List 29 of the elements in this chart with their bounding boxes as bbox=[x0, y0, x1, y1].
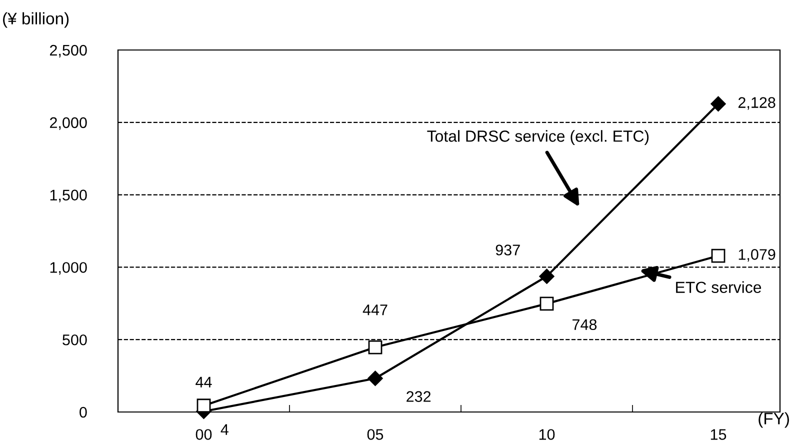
y-tick-label: 500 bbox=[62, 334, 87, 346]
point bbox=[540, 296, 554, 311]
data-label: 232 bbox=[406, 391, 431, 402]
y-tick-label: 1,500 bbox=[50, 190, 87, 202]
y-tick-label: 0 bbox=[80, 406, 87, 418]
point bbox=[711, 248, 726, 263]
data-label: 4 bbox=[220, 424, 228, 435]
data-label: 44 bbox=[196, 376, 212, 388]
x-tick-label: 05 bbox=[367, 429, 384, 440]
point bbox=[368, 340, 382, 354]
data-label: 2,128 bbox=[738, 97, 776, 110]
point bbox=[196, 398, 211, 413]
y-tick-label: 1,000 bbox=[50, 262, 87, 275]
y-tick-label: 2,500 bbox=[50, 44, 87, 58]
series-label: ETC service bbox=[676, 281, 762, 294]
x-tick-label: 15 bbox=[710, 429, 726, 440]
x-tick-label: 10 bbox=[539, 429, 555, 440]
series-label: Total DRSC service (excl. ETC) bbox=[427, 130, 649, 145]
y-axis-title: (¥ billion) bbox=[3, 12, 69, 28]
data-label: 1,079 bbox=[738, 249, 776, 262]
x-tick-label: 00 bbox=[196, 429, 212, 440]
data-label: 447 bbox=[362, 304, 388, 316]
data-label: 748 bbox=[572, 319, 597, 330]
y-tick-label: 2,000 bbox=[50, 117, 87, 130]
point bbox=[710, 96, 726, 112]
point bbox=[539, 268, 554, 284]
x-axis-title: (FY) bbox=[758, 412, 789, 428]
point bbox=[368, 370, 383, 386]
data-label: 937 bbox=[496, 244, 520, 256]
